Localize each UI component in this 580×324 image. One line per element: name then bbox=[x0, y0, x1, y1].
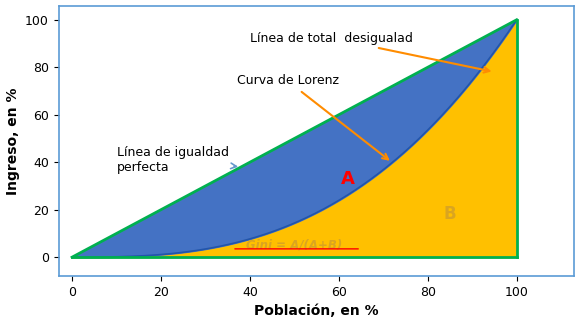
Text: A: A bbox=[341, 170, 354, 188]
Text: Curva de Lorenz: Curva de Lorenz bbox=[237, 75, 388, 159]
Y-axis label: Ingreso, en %: Ingreso, en % bbox=[6, 87, 20, 195]
Text: B: B bbox=[444, 205, 456, 224]
Text: Línea de total  desigualad: Línea de total desigualad bbox=[250, 32, 490, 73]
Text: Línea de igualdad
perfecta: Línea de igualdad perfecta bbox=[117, 145, 237, 174]
X-axis label: Población, en %: Población, en % bbox=[254, 305, 379, 318]
Text: Gini = A/(A+B): Gini = A/(A+B) bbox=[246, 239, 342, 252]
